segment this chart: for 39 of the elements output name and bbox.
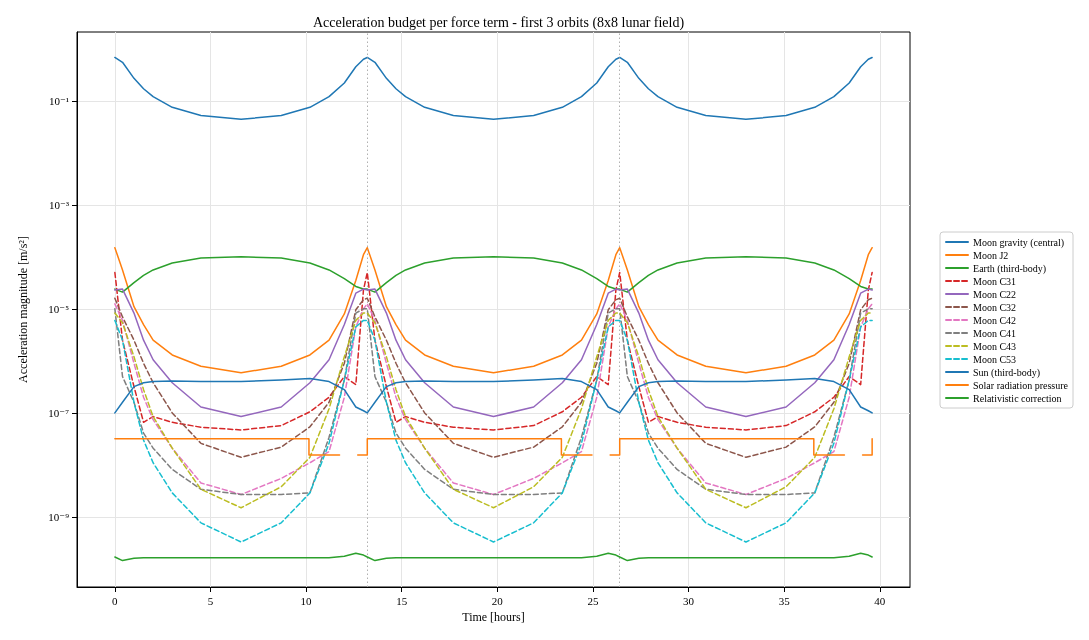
line-series <box>114 377 873 414</box>
x-tick-label: 35 <box>778 594 791 607</box>
legend-label: Moon C42 <box>973 314 1017 326</box>
legend-label: Moon J2 <box>973 249 1009 261</box>
legend-label: Moon C41 <box>973 327 1017 339</box>
legend-label: Earth (third-body) <box>973 262 1047 275</box>
line-series <box>114 56 873 121</box>
x-tick-label: 30 <box>683 594 695 607</box>
legend-label: Moon gravity (central) <box>973 236 1065 249</box>
line-series <box>114 297 873 459</box>
line-series <box>114 552 873 562</box>
legend-label: Moon C53 <box>973 353 1017 365</box>
x-tick-label: 10 <box>300 594 313 607</box>
y-tick-label: 10⁻³ <box>48 198 70 211</box>
line-series <box>114 256 873 293</box>
x-tick-label: 5 <box>207 594 214 607</box>
line-series <box>114 319 873 543</box>
legend-label: Solar radiation pressure <box>973 379 1069 391</box>
chart-title: Acceleration budget per force term - first 3 orbits (8x8 lunar field) <box>312 14 685 31</box>
line-series <box>114 271 873 431</box>
x-tick-label: 20 <box>491 594 504 607</box>
y-tick-label: 10⁻⁷ <box>48 406 70 419</box>
legend-label: Sun (third-body) <box>973 366 1040 379</box>
legend-label: Moon C43 <box>973 340 1017 352</box>
x-tick-label: 25 <box>587 594 599 607</box>
legend-label: Moon C32 <box>973 301 1017 313</box>
x-tick-label: 40 <box>874 594 886 607</box>
y-tick-label: 10⁻⁹ <box>48 510 70 523</box>
x-tick-label: 15 <box>396 594 408 607</box>
line-series <box>114 288 873 418</box>
y-tick-label: 10⁻⁵ <box>48 302 70 315</box>
line-series <box>114 246 873 374</box>
y-tick-label: 10⁻¹ <box>48 94 69 107</box>
legend-label: Relativistic correction <box>973 392 1062 404</box>
legend-label: Moon C22 <box>973 288 1017 300</box>
y-axis-title: Acceleration magnitude [m/s²] <box>16 236 30 383</box>
x-axis-title: Time [hours] <box>462 610 525 624</box>
x-tick-label: 0 <box>112 594 119 607</box>
legend-label: Moon C31 <box>973 275 1017 287</box>
